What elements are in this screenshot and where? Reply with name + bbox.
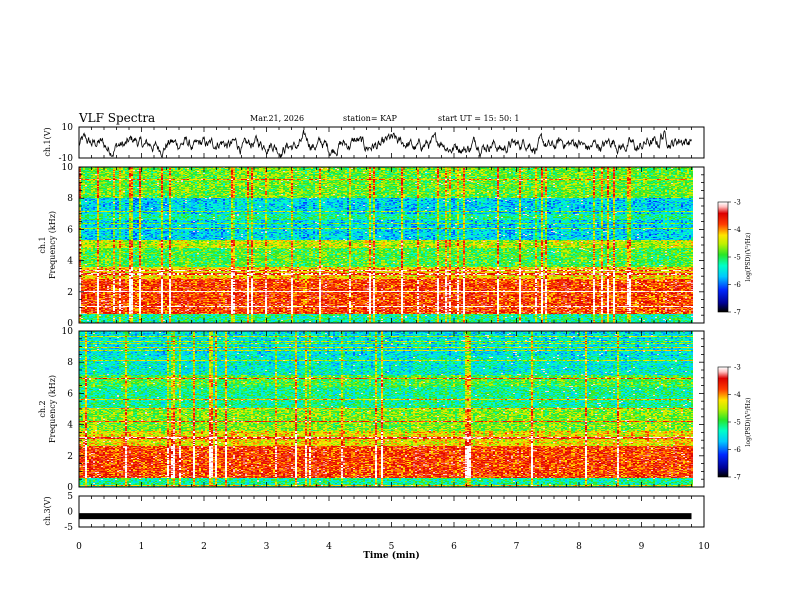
time-tick-label: 3 xyxy=(264,542,270,552)
ch2-spectrogram-frame xyxy=(78,330,705,488)
ch1-colorbar xyxy=(718,202,728,312)
ch2-spectrogram-colorbar-tick-label: -7 xyxy=(734,474,741,482)
ch3-ylabel: ch.3(V) xyxy=(43,496,52,525)
ch2-spectrogram-ytick-label: 4 xyxy=(67,421,73,431)
time-tick-label: 5 xyxy=(389,542,395,552)
station-label: station= KAP xyxy=(343,114,397,123)
date-label: Mar.21, 2026 xyxy=(250,114,305,123)
ch2-spectrogram-colorbar-tick-label: -4 xyxy=(734,391,741,399)
ch1-spectrogram-ytick-label: 2 xyxy=(67,288,73,298)
ch1-spectrogram-ytick-label: 0 xyxy=(67,319,73,329)
time-tick-label: 9 xyxy=(639,542,645,552)
ch3-ytick-label: 5 xyxy=(67,492,73,502)
time-tick-label: 1 xyxy=(139,542,145,552)
ch2-spectrogram-ytick-label: 8 xyxy=(67,358,73,368)
ch1-spectrogram-colorbar-tick-label: -5 xyxy=(734,254,741,262)
ch2-spectrogram-ytick-label: 10 xyxy=(62,327,74,337)
time-tick-label: 7 xyxy=(514,542,520,552)
ch2-spectrogram-colorbar-tick-label: -6 xyxy=(734,446,741,454)
ch2-spectrogram-colorbar-tick-label: -3 xyxy=(734,364,741,372)
time-tick-label: 10 xyxy=(698,542,710,552)
time-tick-label: 0 xyxy=(76,542,82,552)
ch1-spectrogram-ytick-label: 6 xyxy=(67,225,73,235)
time-tick-label: 2 xyxy=(201,542,207,552)
ch3-ytick-label: 0 xyxy=(67,508,73,518)
ch3-ytick-label: -5 xyxy=(64,523,73,533)
ch1-spectrogram-colorbar-tick-label: -7 xyxy=(734,309,741,317)
ch1-ytick-label: -10 xyxy=(59,154,74,164)
ch1-waveform-ylabel: ch.1(V) xyxy=(43,127,52,156)
ch1-spectrogram-ytick-label: 4 xyxy=(67,257,73,267)
ch2-colorbar xyxy=(718,367,728,477)
ch1-spectrogram-colorbar-tick-label: -6 xyxy=(734,281,741,289)
ch2-spectrogram-ytick-label: 2 xyxy=(67,452,73,462)
ch1-spectrogram-channel-label: ch.1 xyxy=(38,236,47,253)
ch1-spectrogram-frequency-label: Frequency (kHz) xyxy=(48,211,57,279)
ch2-spectrogram-ytick-label: 6 xyxy=(67,389,73,399)
ch1-spectrogram-colorbar-frame xyxy=(717,201,729,313)
ch3-signal-band xyxy=(79,513,692,520)
ch2-spectrogram-colorbar-label: log(PSD)(V²/Hz) xyxy=(745,398,752,447)
ch1-spectrogram-colorbar-tick-label: -4 xyxy=(734,226,741,234)
ch2-spectrogram-channel-label: ch.2 xyxy=(38,400,47,417)
ch1-spectrogram-colorbar-tick-label: -3 xyxy=(734,199,741,207)
ch2-spectrogram-frequency-label: Frequency (kHz) xyxy=(48,375,57,443)
start-time-label: start UT = 15: 50: 1 xyxy=(438,114,520,123)
ch1-spectrogram-frame xyxy=(78,166,705,324)
time-tick-label: 8 xyxy=(576,542,582,552)
time-tick-label: 6 xyxy=(451,542,457,552)
ch1-waveform-line xyxy=(78,129,692,159)
ch1-spectrogram-ytick-label: 10 xyxy=(62,163,74,173)
ch1-spectrogram-image xyxy=(79,167,693,323)
ch2-spectrogram-colorbar-tick-label: -5 xyxy=(734,419,741,427)
ch1-spectrogram-ytick-label: 8 xyxy=(67,194,73,204)
ch2-spectrogram-ytick-label: 0 xyxy=(67,483,73,493)
time-axis-label: Time (min) xyxy=(363,550,420,561)
time-tick-label: 4 xyxy=(326,542,332,552)
ch1-ytick-label: 10 xyxy=(62,123,74,133)
ch1-spectrogram-colorbar-label: log(PSD)(V²/Hz) xyxy=(745,233,752,282)
figure-title: VLF Spectra xyxy=(79,111,156,125)
ch2-spectrogram-colorbar-frame xyxy=(717,366,729,478)
ch2-spectrogram-image xyxy=(79,331,693,487)
